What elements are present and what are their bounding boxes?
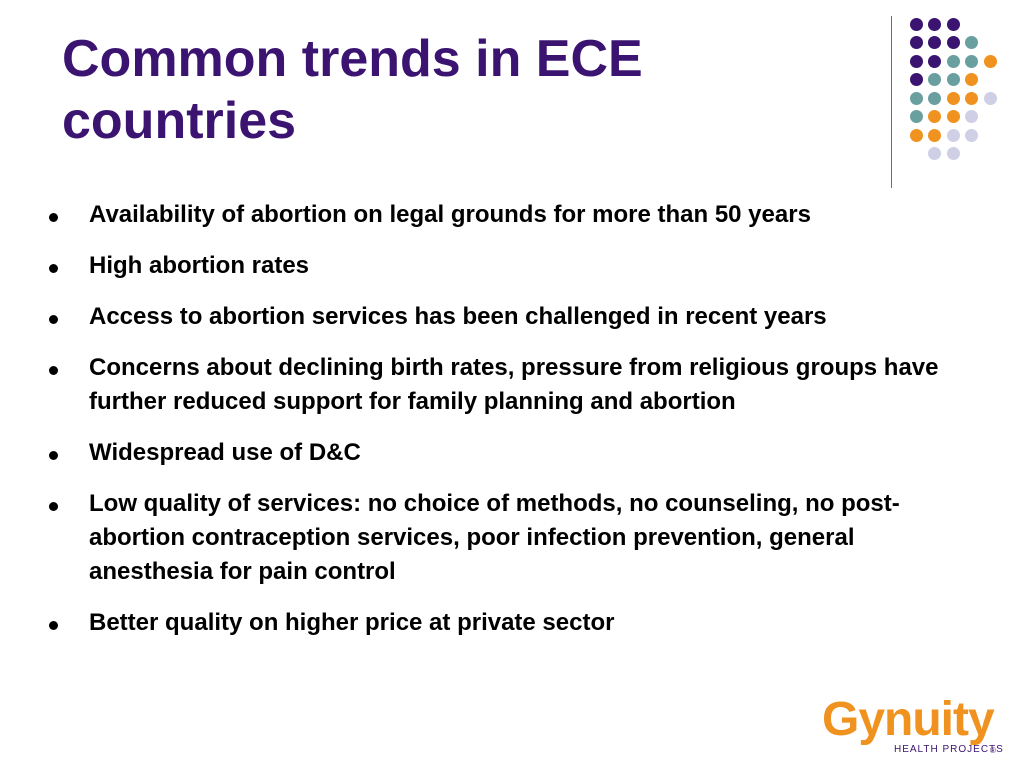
- decorative-dot: [946, 91, 960, 105]
- logo-wordmark: Gynuity: [822, 693, 995, 746]
- decorative-dot: [909, 36, 923, 49]
- bullet-item: High abortion rates: [44, 249, 974, 283]
- bullet-dot-icon: [49, 502, 58, 511]
- decorative-dot: [928, 54, 941, 68]
- decorative-dot: [965, 36, 978, 49]
- decorative-dot: [965, 91, 978, 105]
- decorative-dot: [946, 17, 960, 31]
- decorative-dot: [946, 147, 960, 160]
- decorative-dot: [928, 36, 941, 49]
- bullet-item: Low quality of services: no choice of me…: [44, 487, 974, 589]
- bullet-text: Access to abortion services has been cha…: [89, 303, 827, 330]
- decorative-dot: [928, 110, 941, 123]
- decorative-dot: [909, 91, 923, 105]
- decorative-dot: [946, 54, 960, 68]
- bullet-text: Availability of abortion on legal ground…: [89, 201, 811, 228]
- decorative-dot: [928, 17, 941, 31]
- bullet-dot-icon: [49, 621, 58, 630]
- bullet-dot-icon: [49, 315, 58, 324]
- decorative-dot: [983, 54, 997, 68]
- decorative-dot: [909, 17, 923, 31]
- decorative-dot: [909, 54, 923, 68]
- decorative-dot: [946, 73, 960, 86]
- gynuity-logo: Gynuity HEALTH PROJECTS ®: [822, 693, 1017, 762]
- bullet-text: Low quality of services: no choice of me…: [89, 490, 900, 585]
- slide-title-line-2: countries: [62, 92, 297, 150]
- logo-subtitle: HEALTH PROJECTS: [894, 744, 1004, 755]
- bullet-item: Concerns about declining birth rates, pr…: [44, 351, 974, 419]
- logo-registered-mark: ®: [990, 746, 996, 755]
- decorative-dot: [946, 110, 960, 123]
- bullet-item: Widespread use of D&C: [44, 436, 974, 470]
- decorative-dot: [928, 128, 941, 142]
- decorative-dot: [909, 110, 923, 123]
- bullet-dot-icon: [49, 366, 58, 375]
- bullet-text: Concerns about declining birth rates, pr…: [89, 354, 939, 415]
- bullet-item: Better quality on higher price at privat…: [44, 606, 974, 640]
- bullet-item: Access to abortion services has been cha…: [44, 300, 974, 334]
- decorative-dot: [928, 147, 941, 160]
- decorative-dot: [946, 128, 960, 142]
- slide-title-line-1: Common trends in ECE: [62, 30, 643, 88]
- decorative-dot: [946, 36, 960, 49]
- decorative-dot: [965, 110, 978, 123]
- decorative-dot: [965, 73, 978, 86]
- decorative-dot: [965, 54, 978, 68]
- decorative-dot: [983, 91, 997, 105]
- decorative-dot: [909, 128, 923, 142]
- bullet-item: Availability of abortion on legal ground…: [44, 198, 974, 232]
- bullet-dot-icon: [49, 213, 58, 222]
- decorative-dot: [928, 73, 941, 86]
- bullet-list: Availability of abortion on legal ground…: [44, 198, 974, 657]
- decorative-dot: [909, 73, 923, 86]
- bullet-dot-icon: [49, 264, 58, 273]
- slide-title: Common trends in ECE countries: [62, 28, 822, 152]
- bullet-text: Widespread use of D&C: [89, 439, 361, 466]
- bullet-dot-icon: [49, 451, 58, 460]
- dot-grid-decoration: [0, 0, 1024, 200]
- decorative-dot: [965, 128, 978, 142]
- title-divider: [891, 16, 892, 188]
- decorative-dot: [928, 91, 941, 105]
- bullet-text: Better quality on higher price at privat…: [89, 609, 615, 636]
- bullet-text: High abortion rates: [89, 252, 310, 279]
